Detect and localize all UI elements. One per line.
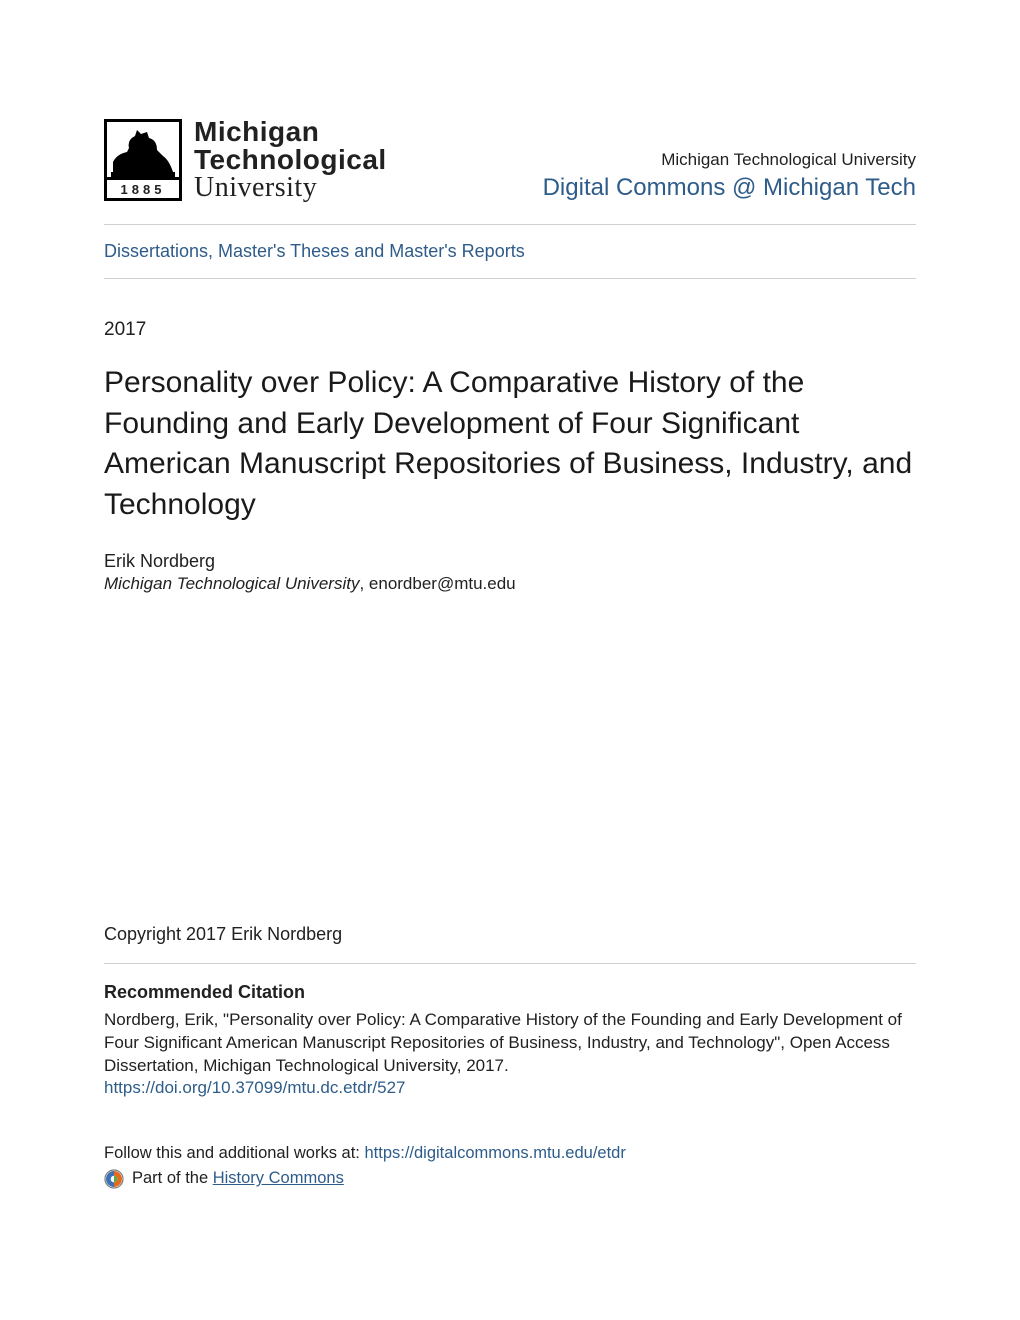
publication-year: 2017 [104, 319, 916, 341]
recommended-citation-block: Recommended Citation Nordberg, Erik, "Pe… [104, 982, 916, 1098]
repository-home-link[interactable]: Digital Commons @ Michigan Tech [543, 174, 916, 201]
logo-wordmark: Michigan Technological University [194, 118, 387, 202]
logo-word-2: Technological [194, 146, 387, 174]
husky-statue-icon [107, 122, 179, 177]
divider [104, 963, 916, 964]
institution-block: Michigan Technological University Digita… [543, 150, 916, 202]
separator: , [359, 574, 368, 593]
author-name: Erik Nordberg [104, 551, 916, 572]
logo-mark: 1885 [104, 119, 182, 201]
institution-name: Michigan Technological University [543, 150, 916, 170]
network-commons-icon [104, 1169, 124, 1189]
repository-cover-page: 1885 Michigan Technological University M… [0, 0, 1020, 1249]
copyright-notice: Copyright 2017 Erik Nordberg [104, 924, 916, 945]
citation-text: Nordberg, Erik, "Personality over Policy… [104, 1009, 916, 1078]
logo-word-1: Michigan [194, 118, 387, 146]
author-affiliation-line: Michigan Technological University, enord… [104, 574, 916, 594]
follow-prefix: Follow this and additional works at: [104, 1144, 364, 1162]
document-title: Personality over Policy: A Comparative H… [104, 363, 916, 525]
part-of-line: Part of the History Commons [104, 1169, 916, 1189]
logo-word-3: University [194, 174, 387, 202]
doi-link[interactable]: https://doi.org/10.37099/mtu.dc.etdr/527 [104, 1078, 405, 1097]
author-affiliation: Michigan Technological University [104, 574, 359, 593]
discipline-commons-link[interactable]: History Commons [213, 1169, 344, 1187]
author-block: Erik Nordberg Michigan Technological Uni… [104, 551, 916, 594]
follow-line: Follow this and additional works at: htt… [104, 1144, 916, 1163]
part-of-text: Part of the History Commons [132, 1169, 344, 1188]
logo-founding-year: 1885 [107, 177, 179, 198]
part-of-prefix: Part of the [132, 1169, 213, 1187]
series-breadcrumb: Dissertations, Master's Theses and Maste… [104, 225, 916, 279]
author-email: enordber@mtu.edu [369, 574, 516, 593]
series-link[interactable]: Dissertations, Master's Theses and Maste… [104, 241, 525, 261]
follow-block: Follow this and additional works at: htt… [104, 1144, 916, 1189]
page-header: 1885 Michigan Technological University M… [104, 118, 916, 225]
etdr-collection-link[interactable]: https://digitalcommons.mtu.edu/etdr [364, 1144, 625, 1162]
citation-heading: Recommended Citation [104, 982, 916, 1003]
institution-logo: 1885 Michigan Technological University [104, 118, 387, 202]
